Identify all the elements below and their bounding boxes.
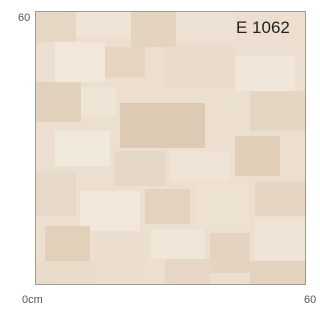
- size-label-origin: 0cm: [22, 294, 43, 306]
- product-code: E 1062: [236, 18, 290, 38]
- size-label-right: 60: [304, 294, 316, 306]
- tile-swatch: [35, 11, 306, 285]
- size-label-top: 60: [18, 12, 30, 24]
- page: 60: [0, 0, 314, 310]
